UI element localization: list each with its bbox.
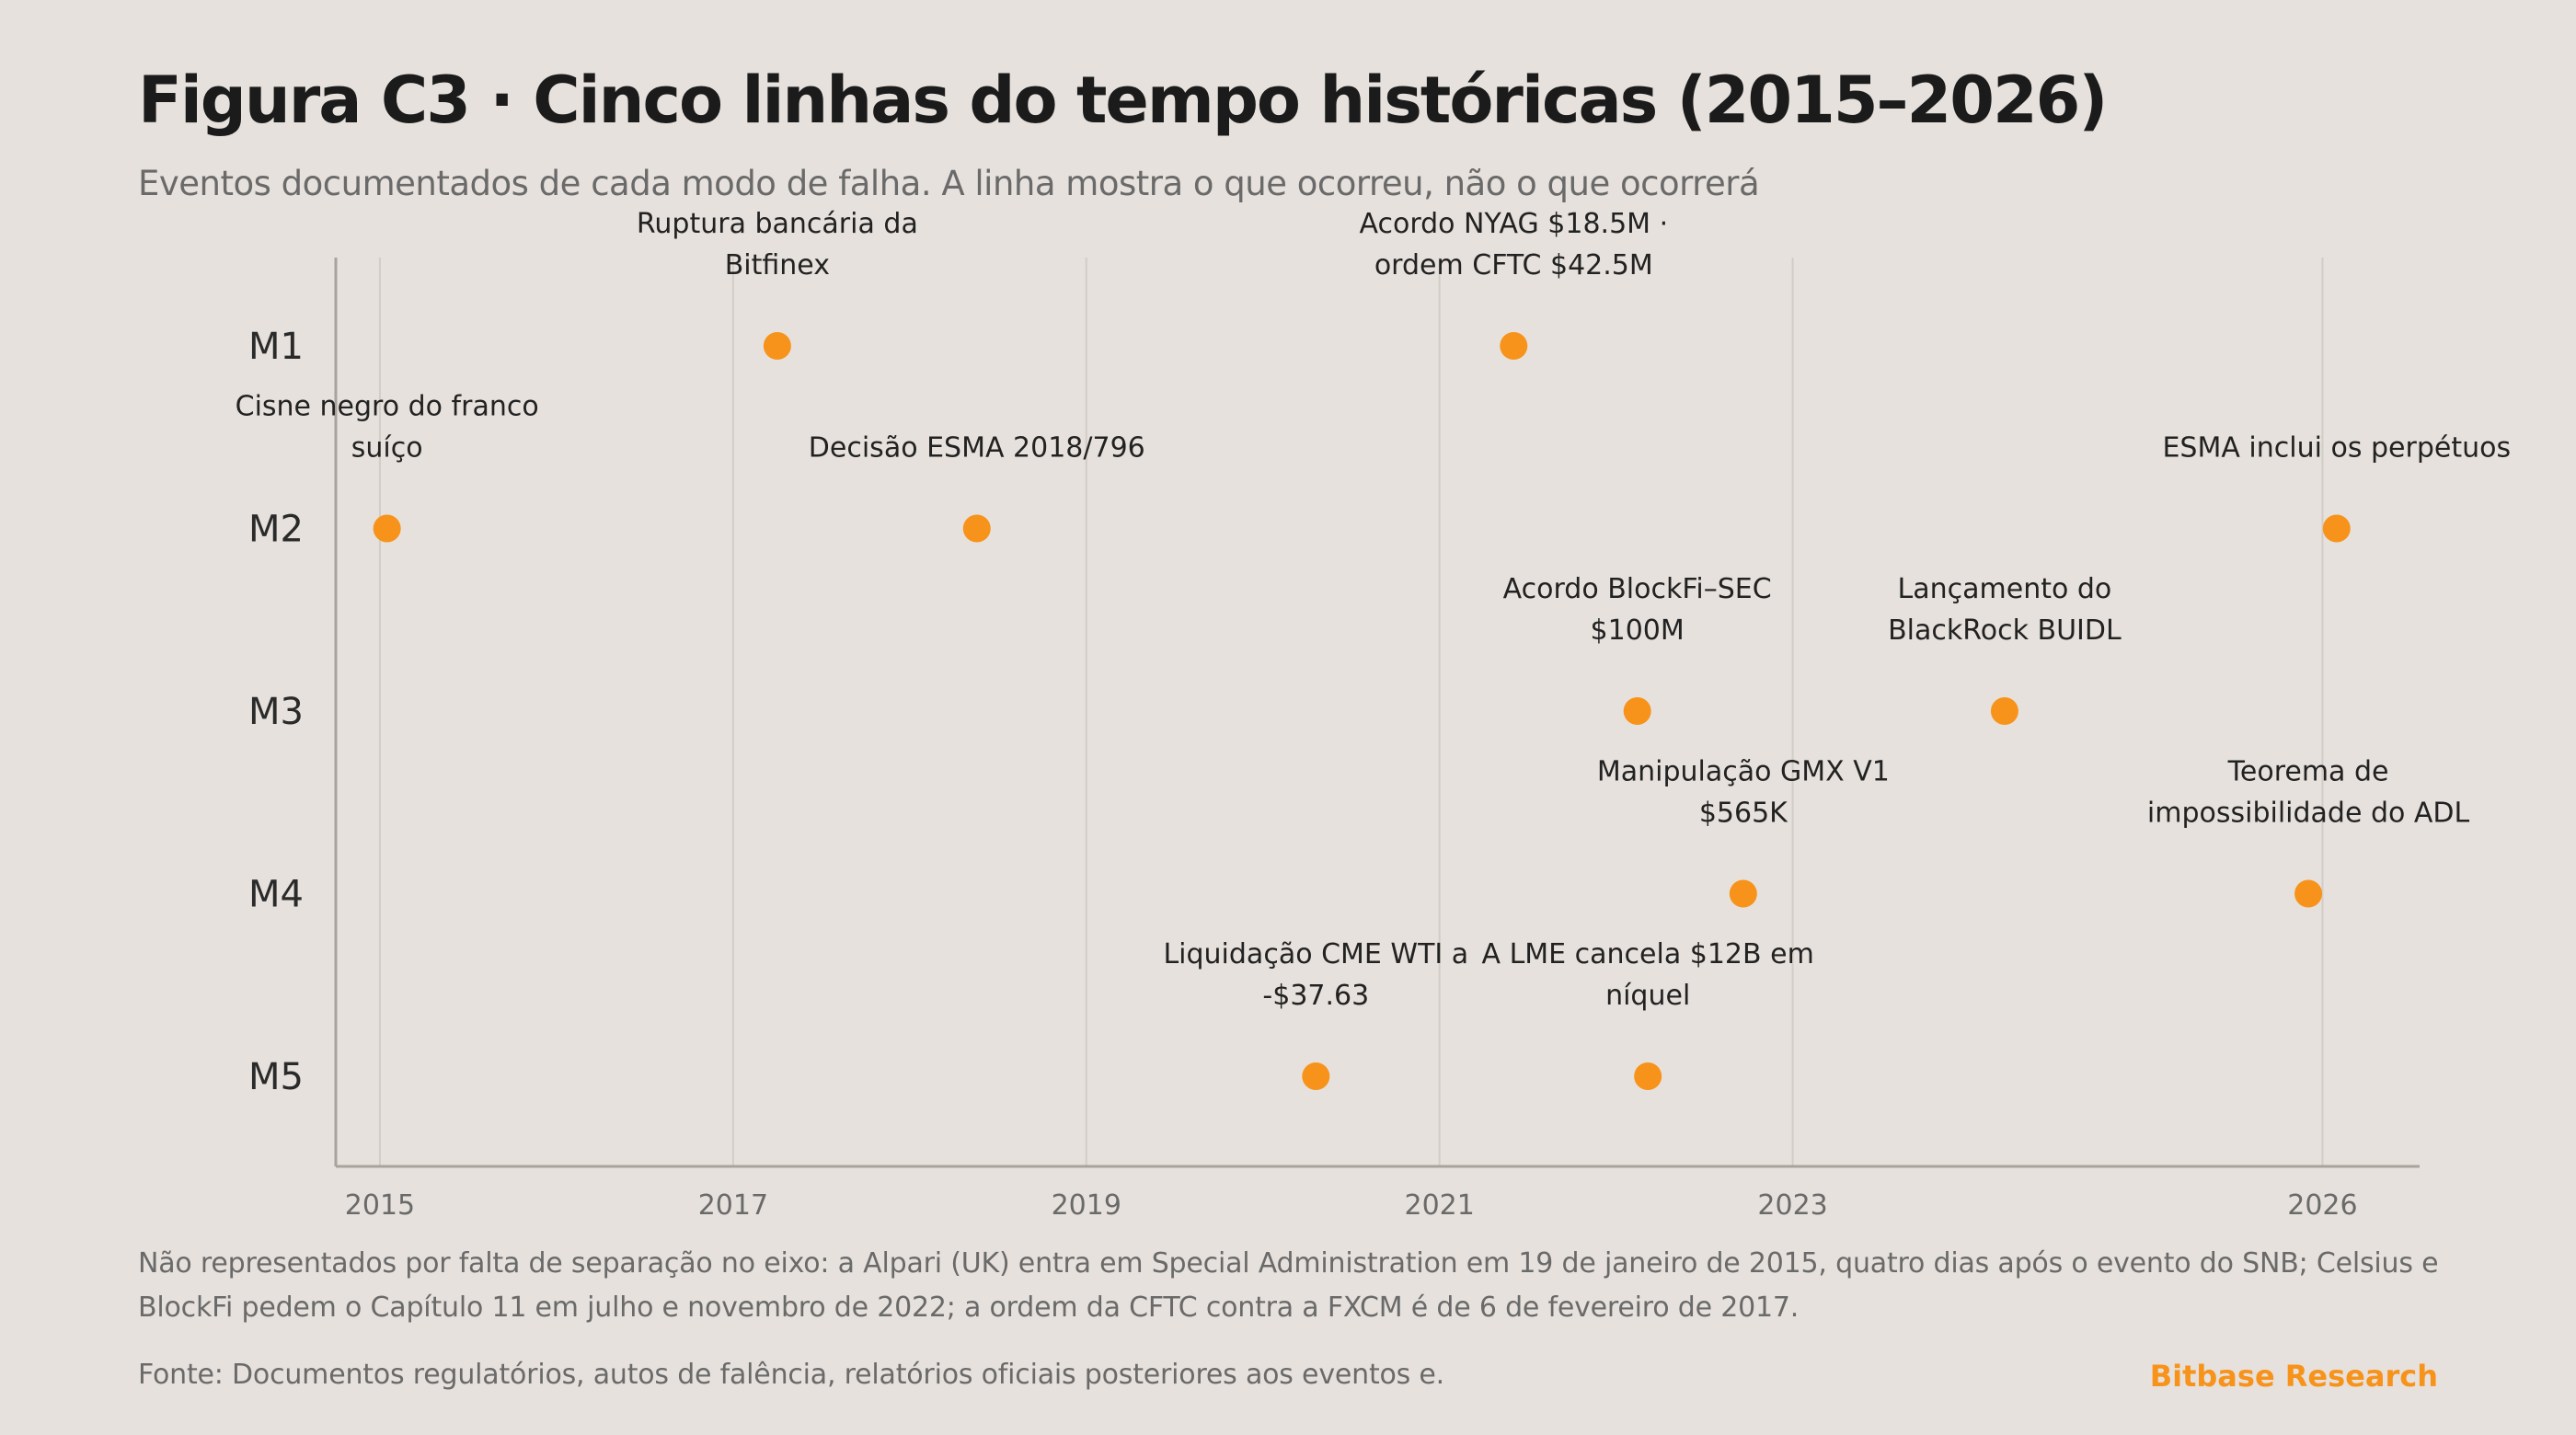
event-label: A LME cancela $12B em níquel — [1482, 938, 1814, 1012]
event-point — [2294, 879, 2323, 908]
y-category-label: M3 — [248, 691, 304, 733]
event-point — [1500, 332, 1528, 360]
event-labels: Ruptura bancária da Bitfinex Acordo NYAG $… — [236, 208, 2511, 1012]
chart-subtitle: Eventos documentados de cada modo de fal… — [138, 164, 1760, 203]
event-points — [373, 332, 2351, 1090]
event-point — [1302, 1062, 1330, 1090]
event-point — [763, 332, 791, 360]
event-point — [2322, 514, 2351, 543]
x-tick-label: 2019 — [1052, 1189, 1121, 1222]
event-point — [1623, 697, 1651, 725]
event-label: Cisne negro do franco suíço — [236, 391, 539, 465]
source-note: Fonte: Documentos regulatórios, autos de… — [138, 1359, 1445, 1391]
event-label: Lançamento do BlackRock BUIDL — [1888, 573, 2122, 647]
event-label: Manipulação GMX V1 $565K — [1597, 756, 1890, 830]
x-tick-label: 2015 — [345, 1189, 415, 1222]
event-label: Decisão ESMA 2018/796 — [809, 432, 1145, 465]
y-category-label: M4 — [248, 874, 304, 916]
y-category-label: M5 — [248, 1056, 304, 1098]
event-label: Liquidação CME WTI a -$37.63 — [1163, 938, 1468, 1012]
x-tick-label: 2026 — [2287, 1189, 2357, 1222]
event-point — [1990, 697, 2018, 725]
y-category-label: M1 — [248, 326, 304, 368]
x-tick-label: 2021 — [1405, 1189, 1475, 1222]
event-label: Acordo NYAG $18.5M · ordem CFTC $42.5M — [1359, 208, 1668, 281]
event-label: Acordo BlockFi–SEC $100M — [1503, 573, 1772, 647]
event-point — [1729, 879, 1757, 908]
chart-title: Figura C3 · Cinco linhas do tempo histór… — [138, 63, 2108, 138]
axes: 2015 2017 2019 2021 2023 2026 M1 M2 M3 M4 M5 — [248, 258, 2420, 1222]
event-point — [373, 514, 401, 543]
x-tick-label: 2023 — [1757, 1189, 1827, 1222]
event-label: Ruptura bancária da Bitfinex — [637, 208, 918, 281]
gridlines — [378, 258, 2324, 1166]
event-point — [962, 514, 991, 543]
y-category-label: M2 — [248, 509, 304, 551]
x-tick-label: 2017 — [698, 1189, 768, 1222]
event-label: Teorema de impossibilidade do ADL — [2147, 756, 2470, 830]
event-label: ESMA inclui os perpétuos — [2162, 432, 2511, 465]
timeline-chart: 2015 2017 2019 2021 2023 2026 M1 M2 M3 M4 M5 Ruptu… — [236, 208, 2511, 1222]
footnote: Não representados por falta de separação… — [138, 1247, 2439, 1324]
brand-label: Bitbase Research — [2149, 1359, 2438, 1394]
event-point — [1634, 1062, 1662, 1090]
